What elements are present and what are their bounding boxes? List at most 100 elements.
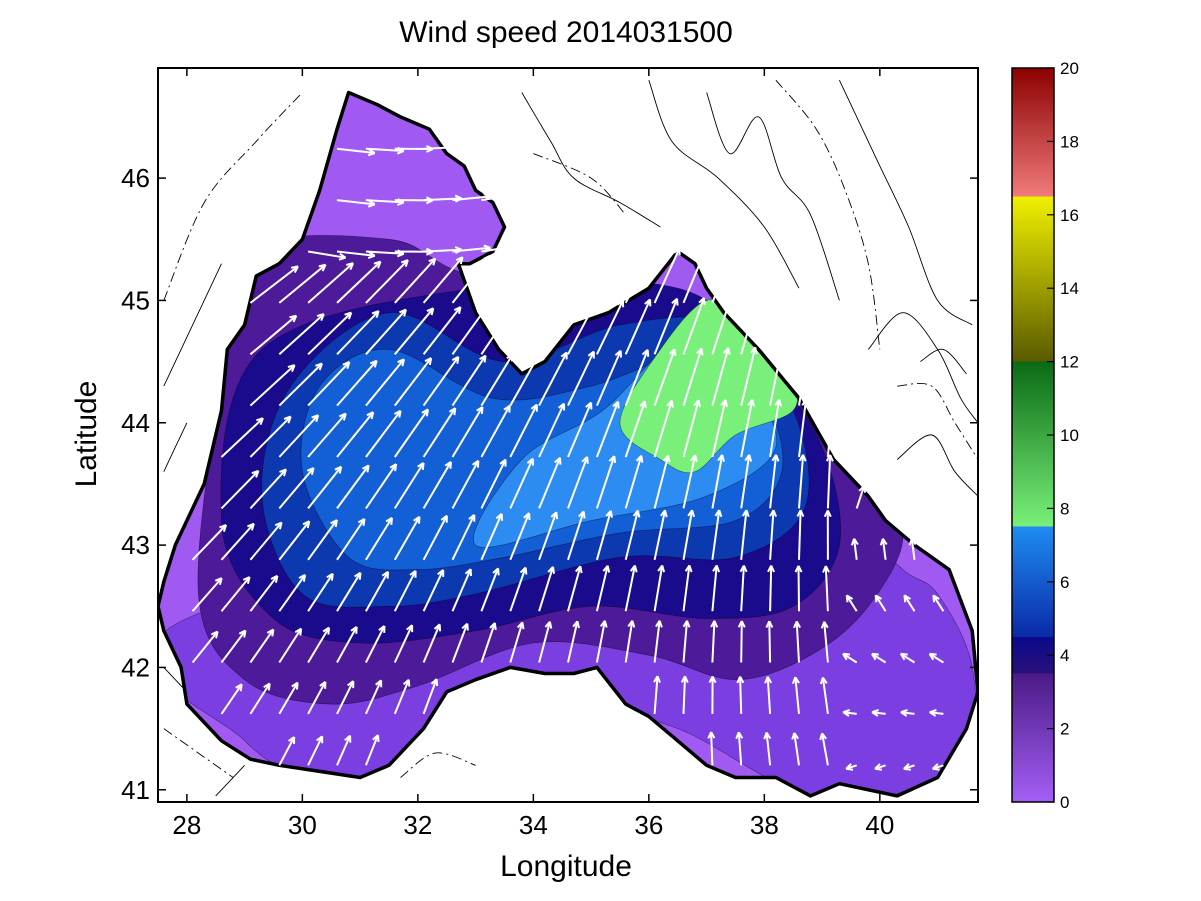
wind-arrow (538, 456, 562, 509)
wind-arrow (509, 352, 541, 407)
wind-arrow (422, 460, 452, 509)
wind-arrow (682, 564, 693, 612)
wind-arrow (422, 569, 445, 612)
wind-arrow (711, 399, 728, 458)
wind-arrow (740, 509, 750, 560)
wind-arrow (249, 415, 292, 458)
colorbar-tick-label: 20 (1060, 59, 1079, 78)
wind-arrow (903, 763, 915, 771)
wind-arrow (823, 509, 832, 560)
wind-arrow (682, 509, 696, 560)
wind-arrow (595, 400, 620, 458)
y-tick-label: 46 (121, 163, 150, 193)
wind-arrow (278, 263, 327, 304)
wind-arrow (480, 458, 507, 509)
land-contour-line (896, 434, 978, 497)
wind-arrow (740, 346, 758, 406)
wind-arrow (364, 679, 383, 715)
x-tick-label: 34 (519, 810, 548, 840)
wind-arrow (422, 623, 442, 663)
wind-arrow (900, 709, 915, 717)
colorbar-tick-label: 14 (1060, 279, 1079, 298)
wind-arrow (422, 678, 439, 715)
x-tick-label: 30 (288, 810, 317, 840)
wind-arrow (249, 364, 296, 407)
wind-arrow (850, 538, 859, 560)
wind-arrow (735, 731, 744, 766)
wind-arrow (653, 399, 674, 458)
wind-arrow (307, 572, 334, 612)
wind-arrow (336, 734, 352, 766)
wind-arrow (739, 565, 748, 612)
wind-arrow (307, 626, 330, 664)
wind-vectors (191, 143, 945, 771)
wind-arrow (480, 513, 503, 561)
wind-arrow (769, 346, 785, 406)
land-contour-line (920, 348, 967, 375)
wind-arrow (365, 570, 390, 612)
wind-arrow (653, 247, 681, 304)
wind-arrow (711, 454, 725, 509)
wind-arrow (567, 350, 595, 407)
wind-arrow (365, 625, 386, 663)
wind-arrow (903, 594, 916, 612)
wind-arrow (249, 265, 299, 304)
wind-arrow (624, 298, 652, 355)
wind-arrow (932, 594, 945, 612)
wind-arrow (336, 571, 362, 612)
wind-arrow (711, 245, 735, 304)
wind-arrow (871, 709, 886, 717)
wind-arrow (842, 709, 857, 717)
wind-arrow (567, 620, 580, 663)
wind-arrow (793, 620, 801, 663)
wind-arrow (451, 622, 469, 663)
wind-arrow (653, 564, 666, 612)
wind-arrow (538, 351, 568, 407)
x-axis: 28 30 32 34 36 38 40 (172, 68, 894, 840)
wind-arrow (481, 242, 520, 253)
wind-arrow (336, 411, 375, 458)
wind-arrow (451, 406, 484, 458)
x-tick-label: 38 (750, 810, 779, 840)
wind-arrow (365, 308, 407, 355)
wind-arrow (364, 734, 380, 766)
wind-arrow (769, 399, 783, 458)
wind-arrow (249, 574, 279, 612)
wind-arrow (336, 260, 382, 304)
land-contour-line (867, 312, 978, 424)
wind-arrow (394, 257, 437, 304)
wind-arrow (653, 297, 679, 355)
wind-arrow (624, 400, 647, 458)
wind-arrow (929, 709, 944, 717)
wind-arrow (336, 680, 355, 715)
wind-arrow (567, 456, 589, 509)
wind-arrow (711, 296, 733, 355)
wind-arrow (249, 314, 298, 356)
wind-arrow (509, 403, 538, 458)
wind-arrow (737, 620, 746, 663)
wind-arrow (791, 676, 800, 715)
wind-arrow (871, 652, 887, 664)
land-contour-line (897, 382, 978, 460)
wind-arrow (595, 565, 611, 612)
wind-arrow (879, 538, 888, 560)
wind-arrow (422, 407, 457, 458)
colorbar-tick-label: 4 (1060, 646, 1069, 665)
wind-arrow (740, 399, 756, 458)
wind-arrow (855, 485, 866, 509)
wind-arrow (394, 357, 433, 407)
wind-arrow (423, 143, 463, 152)
land-contour-line (163, 92, 303, 301)
wind-arrow (538, 566, 555, 612)
wind-arrow (682, 399, 701, 458)
wind-arrow (336, 310, 380, 355)
wind-arrow (278, 362, 323, 407)
wind-arrow (769, 509, 778, 560)
wind-arrow (596, 299, 625, 355)
wind-arrow (763, 731, 772, 766)
x-axis-label: Longitude (500, 850, 632, 883)
wind-arrow (307, 680, 327, 715)
wind-arrow (624, 248, 654, 304)
wind-arrow (711, 564, 721, 612)
wind-arrow (908, 538, 917, 560)
